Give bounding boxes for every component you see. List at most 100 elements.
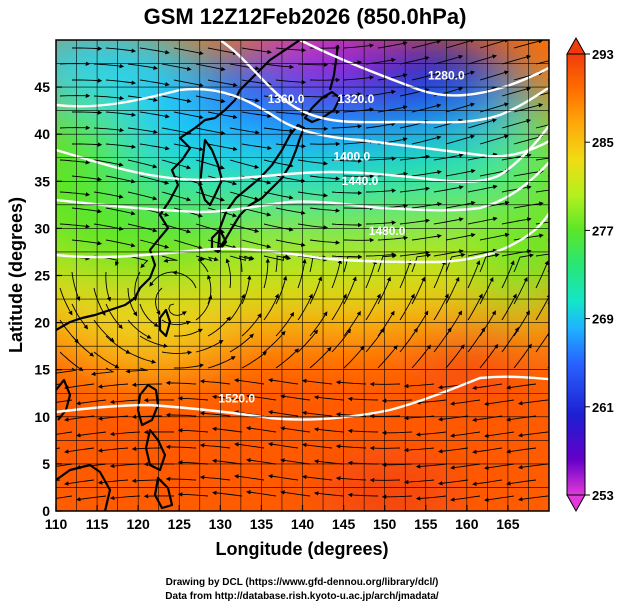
- streamline: [161, 255, 178, 263]
- streamline: [365, 327, 385, 353]
- streamline: [174, 363, 204, 369]
- streamline: [127, 63, 158, 71]
- streamline: [207, 316, 231, 337]
- streamline: [301, 378, 333, 385]
- x-axis-label: Longitude (degrees): [215, 539, 388, 559]
- wind-streamlines: [56, 40, 549, 502]
- streamline: [547, 365, 549, 369]
- streamline: [109, 431, 141, 437]
- streamline: [433, 217, 464, 225]
- streamline: [467, 248, 498, 257]
- streamline: [365, 89, 396, 97]
- streamline: [246, 394, 277, 401]
- streamline: [263, 127, 295, 134]
- streamline: [207, 111, 238, 120]
- streamline: [343, 345, 365, 369]
- mainland-coast: [56, 40, 301, 331]
- streamline: [381, 398, 413, 404]
- streamline: [513, 169, 544, 177]
- streamline: [127, 159, 158, 169]
- y-tick-label: 45: [34, 79, 50, 95]
- contour-1400: [56, 123, 549, 183]
- streamline: [309, 239, 341, 245]
- streamline: [297, 258, 307, 289]
- streamline: [105, 207, 136, 216]
- streamline: [131, 478, 162, 484]
- streamline: [535, 92, 549, 97]
- streamline: [415, 399, 447, 405]
- streamline: [517, 399, 549, 406]
- streamline: [313, 491, 345, 497]
- streamline: [97, 415, 129, 421]
- contour-label: 1480.0: [369, 224, 406, 238]
- streamline: [335, 380, 367, 385]
- streamline: [229, 333, 254, 353]
- streamline: [56, 399, 73, 403]
- streamline: [467, 118, 497, 129]
- streamline: [381, 494, 413, 500]
- streamline: [173, 111, 204, 120]
- streamline: [161, 63, 192, 72]
- y-tick-label: 20: [34, 315, 50, 331]
- streamline: [445, 134, 476, 145]
- streamline: [161, 223, 192, 234]
- streamline: [445, 276, 460, 305]
- streamline: [275, 79, 307, 85]
- streamline: [433, 259, 446, 289]
- streamline: [195, 95, 226, 104]
- streamline: [484, 495, 515, 502]
- streamline: [139, 47, 170, 55]
- streamline: [517, 495, 549, 502]
- streamline: [331, 328, 352, 353]
- streamline: [131, 382, 162, 388]
- temperature-field: [56, 40, 549, 511]
- streamline: [139, 175, 170, 185]
- streamline: [105, 79, 137, 85]
- x-tick-label: 150: [373, 516, 397, 532]
- streamline: [343, 254, 363, 273]
- streamline: [309, 276, 323, 305]
- x-tick-label: 135: [250, 516, 274, 532]
- streamline: [415, 495, 447, 501]
- streamline: [331, 158, 363, 164]
- streamline: [105, 239, 136, 248]
- streamline: [195, 339, 224, 353]
- streamline: [93, 127, 125, 133]
- streamline: [71, 303, 89, 330]
- streamline: [173, 79, 204, 88]
- streamline: [513, 343, 532, 369]
- streamline: [229, 255, 255, 261]
- mindanao-coast: [153, 476, 174, 510]
- contour-label: 1440.0: [342, 174, 379, 188]
- streamline: [173, 328, 203, 337]
- streamline: [445, 252, 466, 273]
- streamline: [484, 399, 515, 406]
- streamline: [313, 395, 345, 401]
- red-patch-east: [410, 330, 530, 380]
- streamline: [165, 476, 197, 482]
- streamline: [161, 350, 193, 355]
- y-tick-label: 5: [42, 456, 50, 472]
- streamline: [211, 394, 243, 401]
- streamline: [343, 276, 357, 305]
- streamline: [445, 200, 476, 209]
- streamline: [437, 447, 469, 454]
- streamline: [263, 95, 295, 102]
- x-axis: 110 115 120 125 130 135 140 145 150 155 160 165: [45, 505, 520, 532]
- streamline: [56, 495, 73, 499]
- streamline: [506, 479, 537, 486]
- streamline: [433, 327, 452, 353]
- streamline: [309, 207, 341, 213]
- streamline: [377, 276, 391, 305]
- hokkaido-coast: [303, 90, 342, 124]
- streamline: [241, 274, 252, 305]
- contour-1480: [56, 211, 549, 264]
- y-tick-label: 40: [34, 126, 50, 142]
- streamline: [229, 223, 260, 233]
- streamline: [127, 319, 152, 339]
- streamline: [335, 476, 367, 481]
- streamline: [75, 463, 107, 470]
- streamline: [535, 189, 549, 193]
- streamline: [64, 383, 95, 390]
- colorbar-tick-label: 277: [592, 223, 614, 238]
